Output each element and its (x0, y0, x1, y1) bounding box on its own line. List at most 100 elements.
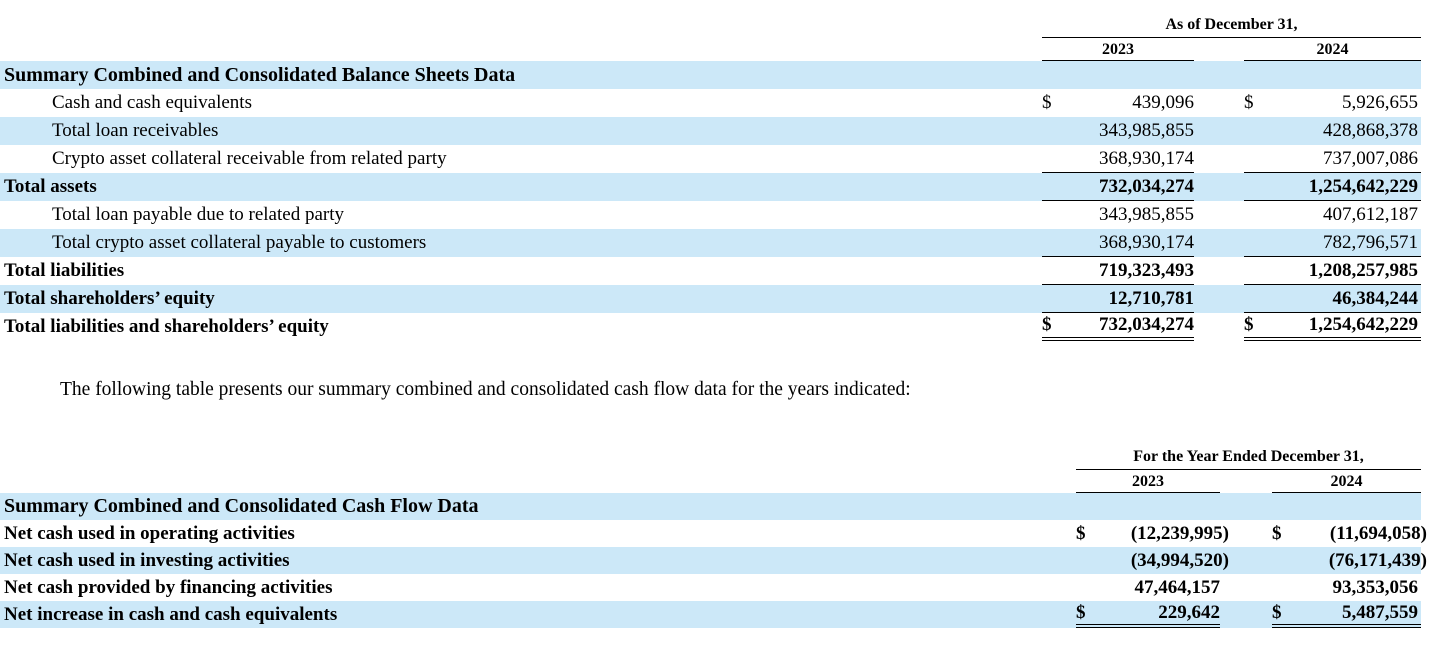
row-value: (76,171,439) (1328, 549, 1427, 571)
value-cell-2024: 1,208,257,985 (1244, 257, 1421, 285)
column-gap (1194, 89, 1244, 117)
column-gap (1220, 547, 1272, 574)
column-header-2024: 2024 (1272, 470, 1421, 493)
row-label: Total loan payable due to related party (52, 204, 344, 225)
row-value: 719,323,493 (1099, 259, 1194, 281)
value-cell-2023: (34,994,520) (1076, 547, 1229, 574)
value-cell-2024: (76,171,439) (1272, 547, 1427, 574)
value-cell-2024: $5,926,655 (1244, 89, 1421, 117)
row-value: 407,612,187 (1323, 204, 1418, 225)
value-cell-2023: 368,930,174 (1042, 145, 1194, 173)
table-row: Net cash provided by financing activitie… (0, 574, 1421, 601)
column-gap (1194, 229, 1244, 257)
period-header: As of December 31, (1042, 14, 1421, 38)
row-value: 1,254,642,229 (1308, 175, 1418, 197)
table-row: Total loan receivables 343,985,855 428,868… (0, 117, 1421, 145)
table-row: Total loan payable due to related party 3… (0, 201, 1421, 229)
table-row: Total liabilities and shareholders’ equi… (0, 313, 1421, 341)
dollar-sign: $ (1244, 314, 1254, 335)
value-cell-2023: $439,096 (1042, 89, 1194, 117)
row-value: (12,239,995) (1130, 522, 1229, 544)
row-label: Net increase in cash and cash equivalent… (4, 603, 338, 625)
dollar-sign: $ (1042, 92, 1052, 113)
dollar-sign: $ (1042, 314, 1052, 335)
balance-sheet-rows: Summary Combined and Consolidated Balanc… (0, 61, 1438, 341)
column-gap (1194, 313, 1244, 341)
value-cell-2023: 343,985,855 (1042, 117, 1194, 145)
table-row: Total assets 732,034,274 1,254,642,229 (0, 173, 1421, 201)
column-gap (1194, 257, 1244, 285)
column-gap (1194, 285, 1244, 313)
row-value: 732,034,274 (1099, 175, 1194, 197)
value-cell-2023: 12,710,781 (1042, 285, 1194, 313)
value-cell-2023: $229,642 (1076, 601, 1220, 628)
value-cell-2024: 46,384,244 (1244, 285, 1421, 313)
column-gap (1194, 145, 1244, 173)
column-gap (1194, 38, 1244, 61)
row-value: 46,384,244 (1332, 287, 1419, 309)
row-label: Net cash used in investing activities (4, 549, 290, 571)
row-value: 1,254,642,229 (1308, 314, 1418, 335)
value-cell-2024: 737,007,086 (1244, 145, 1421, 173)
table-row: Summary Combined and Consolidated Cash F… (0, 493, 1421, 520)
header-spacer (0, 446, 1076, 493)
row-label: Summary Combined and Consolidated Cash F… (4, 495, 479, 517)
row-label: Net cash used in operating activities (4, 522, 295, 544)
value-cell-2023: 732,034,274 (1042, 173, 1194, 201)
value-cell-2023: $ (12,239,995) (1076, 520, 1229, 547)
row-value: 737,007,086 (1323, 147, 1418, 169)
row-value: 12,710,781 (1108, 287, 1195, 309)
value-cell-2024: 93,353,056 (1272, 574, 1421, 601)
table-row: Net cash used in investing activities (34… (0, 547, 1427, 574)
row-value: 229,642 (1158, 601, 1220, 623)
value-cell-2024: 1,254,642,229 (1244, 173, 1421, 201)
row-label: Total loan receivables (52, 120, 219, 141)
row-label: Net cash provided by financing activitie… (4, 576, 333, 598)
row-label: Total liabilities and shareholders’ equi… (4, 316, 329, 337)
value-cell-2023: $732,034,274 (1042, 313, 1194, 341)
cash-flow-table: For the Year Ended December 31, 2023 202… (0, 446, 1438, 628)
column-gap (1194, 173, 1244, 201)
column-gap (1194, 201, 1244, 229)
table-row: Crypto asset collateral receivable from … (0, 145, 1421, 173)
row-value: 93,353,056 (1332, 576, 1419, 598)
row-label: Total assets (4, 176, 97, 197)
year-columns: 2023 2024 (1042, 38, 1421, 61)
table-row: Summary Combined and Consolidated Balanc… (0, 61, 1421, 89)
column-header-2023: 2023 (1076, 470, 1220, 493)
year-columns: 2023 2024 (1076, 470, 1421, 493)
value-cell-2024: $5,487,559 (1272, 601, 1421, 628)
column-header-2024: 2024 (1244, 38, 1421, 61)
row-value: 1,208,257,985 (1308, 259, 1418, 281)
column-gap (1220, 470, 1272, 493)
dollar-sign: $ (1272, 601, 1282, 623)
value-cell-2023: 343,985,855 (1042, 201, 1194, 229)
value-cell-2023: 719,323,493 (1042, 257, 1194, 285)
row-value: 47,464,157 (1134, 576, 1221, 598)
header-spacer (0, 14, 1042, 61)
table-row: Net increase in cash and cash equivalent… (0, 601, 1421, 628)
period-header-group: As of December 31, 2023 2024 (1042, 14, 1421, 61)
row-value: 782,796,571 (1323, 231, 1418, 253)
balance-sheet-table: As of December 31, 2023 2024 Summary Com… (0, 14, 1438, 341)
table-row: Cash and cash equivalents $439,096 $5,926,… (0, 89, 1421, 117)
value-cell-2024: 407,612,187 (1244, 201, 1421, 229)
row-label: Total crypto asset collateral payable to… (52, 232, 427, 253)
dollar-sign: $ (1076, 601, 1086, 623)
row-value: 5,926,655 (1342, 92, 1418, 113)
column-gap (1220, 601, 1272, 628)
column-gap (1220, 574, 1272, 601)
value-cell-2024: $1,254,642,229 (1244, 313, 1421, 341)
row-label: Crypto asset collateral receivable from … (52, 148, 447, 169)
row-value: 5,487,559 (1342, 601, 1418, 623)
row-value: 439,096 (1132, 92, 1194, 113)
table-row: Net cash used in operating activities $ (1… (0, 520, 1427, 547)
value-cell-2024: 782,796,571 (1244, 229, 1421, 257)
row-value: 343,985,855 (1099, 204, 1194, 225)
value-cell-2024: $ (11,694,058) (1272, 520, 1427, 547)
period-header: For the Year Ended December 31, (1076, 446, 1421, 470)
row-label: Summary Combined and Consolidated Balanc… (4, 63, 516, 86)
column-header-2023: 2023 (1042, 38, 1194, 61)
cash-flow-header: For the Year Ended December 31, 2023 202… (0, 446, 1421, 493)
